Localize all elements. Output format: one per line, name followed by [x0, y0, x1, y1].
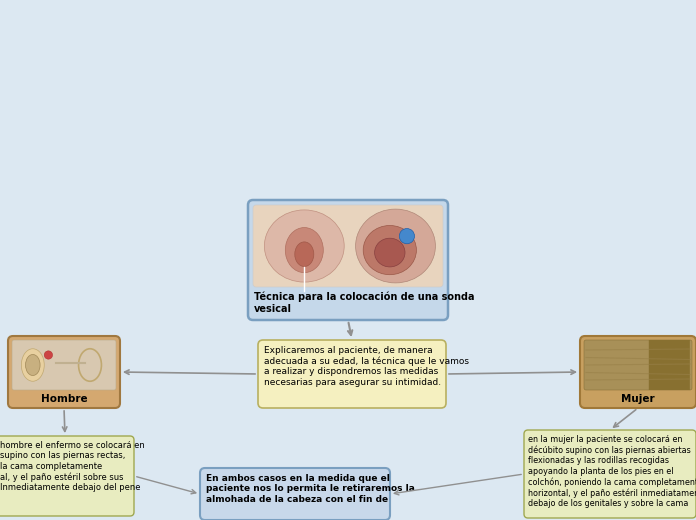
FancyBboxPatch shape [584, 340, 692, 390]
FancyBboxPatch shape [253, 205, 443, 287]
Ellipse shape [285, 228, 324, 272]
FancyBboxPatch shape [0, 436, 134, 516]
Ellipse shape [374, 238, 405, 267]
Ellipse shape [22, 349, 45, 381]
Text: en la mujer la paciente se colocará en
décúbito supino con las piernas abiertas
: en la mujer la paciente se colocará en d… [528, 435, 696, 508]
Circle shape [400, 229, 415, 244]
Ellipse shape [356, 209, 436, 283]
Text: hombre el enfermo se colocará en
supino con las piernas rectas,
la cama completa: hombre el enfermo se colocará en supino … [0, 441, 145, 492]
FancyBboxPatch shape [524, 430, 696, 518]
FancyBboxPatch shape [8, 336, 120, 408]
Text: Hombre: Hombre [40, 394, 87, 404]
Ellipse shape [26, 355, 40, 375]
Text: Técnica para la colocación de una sonda
vesical: Técnica para la colocación de una sonda … [254, 292, 475, 314]
FancyBboxPatch shape [12, 340, 116, 390]
FancyBboxPatch shape [649, 340, 690, 390]
Ellipse shape [264, 210, 345, 282]
Text: En ambos casos en la medida que el
paciente nos lo permita le retiraremos la
alm: En ambos casos en la medida que el pacie… [206, 474, 415, 504]
Circle shape [45, 351, 53, 359]
FancyBboxPatch shape [248, 200, 448, 320]
FancyBboxPatch shape [258, 340, 446, 408]
FancyBboxPatch shape [580, 336, 696, 408]
Text: Mujer: Mujer [622, 394, 655, 404]
Text: Explicaremos al paciente, de manera
adecuada a su edad, la técnica que le vamos
: Explicaremos al paciente, de manera adec… [264, 346, 469, 387]
Ellipse shape [295, 242, 314, 266]
Ellipse shape [363, 226, 416, 275]
FancyBboxPatch shape [200, 468, 390, 520]
